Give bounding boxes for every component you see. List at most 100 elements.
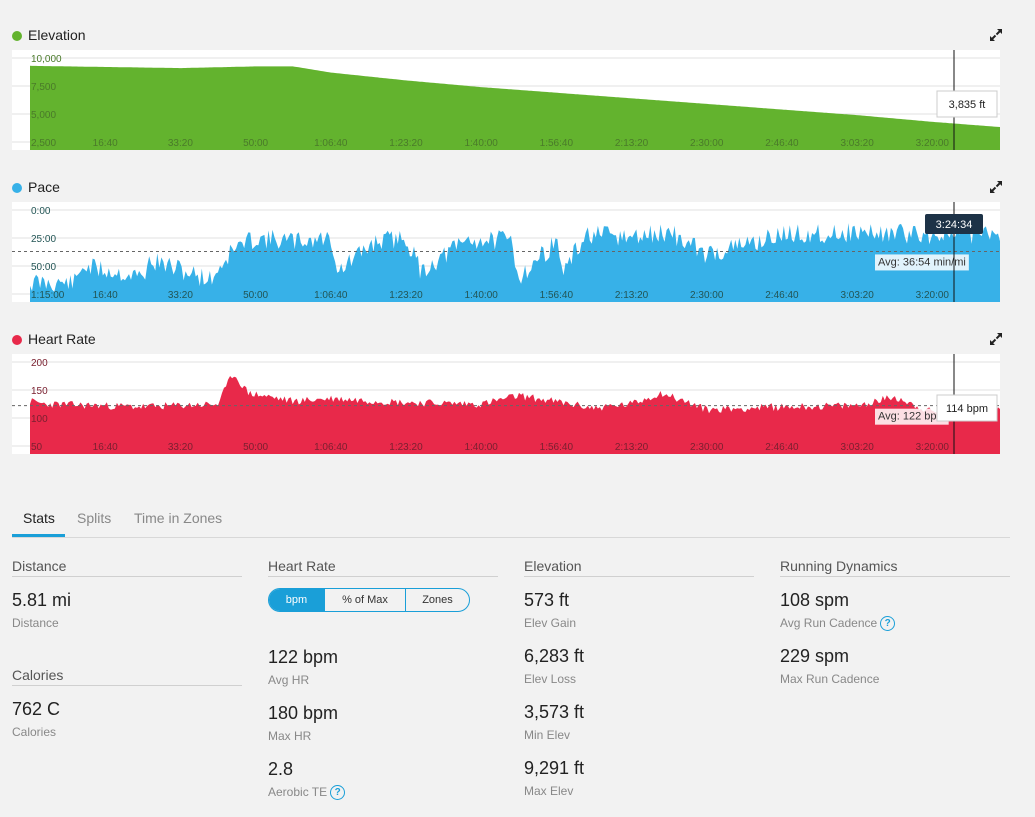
chart-title: Elevation: [28, 27, 86, 43]
stat-label-row: Avg Run Cadence?: [780, 616, 896, 632]
x-tick-label: 2:13:20: [615, 138, 649, 149]
chart-title: Pace: [28, 179, 60, 195]
toggle-zones[interactable]: Zones: [405, 589, 469, 611]
stat-label: Min Elev: [524, 728, 571, 742]
tab-time-in-zones[interactable]: Time in Zones: [134, 510, 223, 526]
y-tick-label: 1:15:00: [31, 290, 65, 301]
y-tick-label: 50:00: [31, 262, 56, 273]
active-tab-indicator: [12, 534, 65, 537]
elevation-plot[interactable]: 10,000 7,500 5,000 2,500 16:40 33:20 50:00 1:06…: [12, 50, 1000, 150]
heart-rate-column: Heart Rate bpm % of Max Zones 122 bpm Av…: [268, 558, 498, 801]
y-tick-label: 100: [31, 414, 48, 425]
x-tick-label: 33:20: [168, 290, 193, 301]
y-tick-label: 5,000: [31, 110, 56, 121]
pace-legend-dot: [12, 183, 22, 193]
section-header: Heart Rate: [268, 558, 498, 577]
average-label: Avg: 122 bpm: [878, 411, 946, 423]
data-area: [30, 376, 1000, 454]
tab-stats[interactable]: Stats: [23, 510, 55, 526]
section-header: Running Dynamics: [780, 558, 1010, 577]
x-tick-label: 2:13:20: [615, 442, 649, 453]
x-tick-label: 50:00: [243, 290, 268, 301]
expand-icon[interactable]: [988, 27, 1004, 43]
elevation-svg: 10,000 7,500 5,000 2,500 16:40 33:20 50:00 1:06…: [12, 50, 1000, 150]
y-tick-label: 50: [31, 442, 43, 453]
average-label-bg: [875, 408, 949, 425]
x-tick-label: 2:30:00: [690, 290, 724, 301]
x-tick-label: 3:20:00: [916, 138, 950, 149]
y-tick-label: 0:00: [31, 206, 51, 217]
cursor-value-label: 114 bpm: [946, 403, 988, 415]
stat-value: 122 bpm: [268, 647, 339, 667]
stat-label: Elev Loss: [524, 672, 577, 686]
distance-column: Distance 5.81 mi Distance: [12, 558, 242, 630]
x-tick-label: 1:23:20: [389, 290, 423, 301]
x-tick-label: 3:03:20: [840, 138, 874, 149]
expand-icon[interactable]: [988, 179, 1004, 195]
x-tick-label: 1:56:40: [540, 442, 574, 453]
x-tick-label: 33:20: [168, 138, 193, 149]
stat-value: 573 ft: [524, 590, 570, 610]
x-tick-label: 1:40:00: [464, 290, 498, 301]
tab-splits[interactable]: Splits: [77, 510, 112, 526]
x-tick-label: 1:06:40: [314, 442, 348, 453]
x-tick-label: 1:06:40: [314, 138, 348, 149]
toggle-bpm[interactable]: bpm: [269, 589, 324, 611]
x-tick-label: 1:40:00: [464, 138, 498, 149]
stat-min-elev: 3,573 ft Min Elev: [524, 702, 584, 742]
y-tick-label: 10,000: [31, 54, 62, 65]
x-tick-label: 1:40:00: [464, 442, 498, 453]
stat-max-elev: 9,291 ft Max Elev: [524, 758, 584, 798]
stat-distance: 5.81 mi Distance: [12, 590, 71, 630]
elevation-column: Elevation 573 ft Elev Gain 6,283 ft Elev…: [524, 558, 754, 798]
data-area: [30, 65, 1000, 150]
average-label-bg: [875, 254, 969, 271]
stat-value: 108 spm: [780, 590, 850, 610]
elevation-chart: Elevation 10,000 7,500 5,000 2,500 16:40 33:2…: [12, 26, 1010, 154]
stat-label: Max Run Cadence: [780, 672, 880, 686]
x-tick-label: 1:56:40: [540, 138, 574, 149]
x-tick-label: 3:20:00: [916, 442, 950, 453]
stat-label: Elev Gain: [524, 616, 577, 630]
stat-label: Distance: [12, 616, 59, 630]
section-header: Elevation: [524, 558, 754, 577]
calories-column: Calories 762 C Calories: [12, 667, 242, 739]
x-tick-label: 3:20:00: [916, 290, 950, 301]
stat-value: 762 C: [12, 699, 61, 719]
x-tick-label: 2:30:00: [690, 442, 724, 453]
x-tick-label: 16:40: [93, 290, 118, 301]
cursor-tooltip: [936, 90, 998, 118]
stat-value: 229 spm: [780, 646, 850, 666]
x-tick-label: 1:56:40: [540, 290, 574, 301]
stat-label: Max HR: [268, 729, 312, 743]
stat-label: Calories: [12, 725, 57, 739]
stat-avg-hr: 122 bpm Avg HR: [268, 647, 338, 687]
pace-plot[interactable]: Avg: 36:54 min/mi 0:00 25:00 50:00 1:15:00 16…: [12, 202, 1000, 302]
pace-chart: Pace Avg: 36:54 min/mi 0:00 25:00 50:00 1:15…: [12, 178, 1010, 306]
x-tick-label: 16:40: [93, 138, 118, 149]
hr-unit-toggle: bpm % of Max Zones: [268, 588, 470, 612]
x-tick-label: 16:40: [93, 442, 118, 453]
heart-rate-svg: Avg: 122 bpm 200 150 100 50 16:40 33:20 50:00 1:…: [12, 354, 1000, 454]
toggle-percent-max[interactable]: % of Max: [324, 589, 405, 611]
x-tick-label: 2:30:00: [690, 138, 724, 149]
help-icon[interactable]: ?: [330, 785, 346, 801]
chart-header: Pace: [12, 178, 1010, 198]
x-tick-label: 3:03:20: [840, 290, 874, 301]
data-area: [30, 223, 1000, 302]
y-tick-label: 150: [31, 386, 48, 397]
heart-rate-plot[interactable]: Avg: 122 bpm 200 150 100 50 16:40 33:20 50:00 1:…: [12, 354, 1000, 454]
stat-calories: 762 C Calories: [12, 699, 60, 739]
elevation-legend-dot: [12, 31, 22, 41]
x-tick-label: 2:46:40: [765, 442, 799, 453]
heart-rate-legend-dot: [12, 335, 22, 345]
x-tick-label: 2:46:40: [765, 290, 799, 301]
section-header: Distance: [12, 558, 242, 577]
stat-elev-gain: 573 ft Elev Gain: [524, 590, 576, 630]
expand-icon[interactable]: [988, 331, 1004, 347]
help-icon[interactable]: ?: [880, 616, 896, 632]
cursor-time-label: 3:24:34: [936, 219, 973, 231]
stat-value: 3,573 ft: [524, 702, 585, 722]
cursor-time-tooltip: [925, 214, 983, 234]
x-tick-label: 1:06:40: [314, 290, 348, 301]
